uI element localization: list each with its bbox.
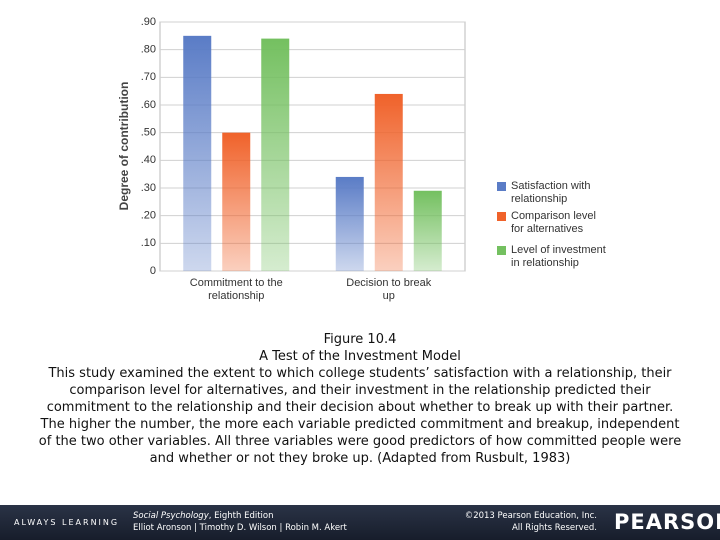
book: Social Psychology, Eighth Edition	[133, 511, 274, 522]
bar	[374, 93, 403, 271]
legend-label: Satisfaction with relationship	[511, 180, 591, 205]
rights: All Rights Reserved.	[511, 523, 597, 533]
y-axis-title: Degree of contribution	[117, 82, 131, 211]
authors: Elliot Aronson | Timothy D. Wilson | Rob…	[133, 523, 347, 533]
book-title: Social Psychology	[133, 511, 209, 521]
legend-swatch	[497, 212, 506, 221]
brand: PEARSON	[614, 510, 720, 534]
bar	[335, 176, 364, 271]
figure-number: Figure 10.4	[323, 332, 397, 347]
copyright: ©2013 Pearson Education, Inc.	[464, 511, 597, 521]
caption: Figure 10.4 A Test of the Investment Mod…	[35, 331, 685, 467]
x-tick-label: Commitment to the relationship	[189, 277, 283, 302]
chart: Degree of contribution 0 .10 .20 .30 .40 .50.…	[117, 16, 506, 277]
y-tick-label: .50	[141, 127, 156, 139]
y-tick-label: .20	[141, 210, 156, 222]
figure-text: This study examined the extent to which …	[38, 366, 682, 466]
legend-label: Comparison level for alternatives	[511, 210, 596, 235]
footer: ALWAYS LEARNING Social Psychology, Eight…	[0, 505, 720, 540]
y-tick-label: .40	[141, 154, 156, 166]
legend-swatch	[497, 246, 506, 255]
y-tick-label: .80	[141, 44, 156, 56]
bar	[183, 35, 212, 272]
y-tick-label: .60	[141, 99, 156, 111]
edition: , Eighth Edition	[208, 511, 274, 521]
bar	[222, 132, 251, 271]
tagline: ALWAYS LEARNING	[14, 518, 120, 527]
y-tick-label: .90	[141, 16, 156, 28]
bar	[413, 190, 442, 271]
y-tick-label: 0	[150, 265, 156, 277]
y-tick-label: .30	[141, 182, 156, 194]
legend-label: Level of investment in relationship	[511, 244, 606, 269]
x-tick-label: Decision to break up	[346, 277, 432, 302]
figure-title: A Test of the Investment Model	[259, 349, 461, 364]
y-tick-label: .10	[141, 237, 156, 249]
bar	[261, 38, 290, 271]
y-tick-label: .70	[141, 71, 156, 83]
legend-swatch	[497, 182, 506, 191]
